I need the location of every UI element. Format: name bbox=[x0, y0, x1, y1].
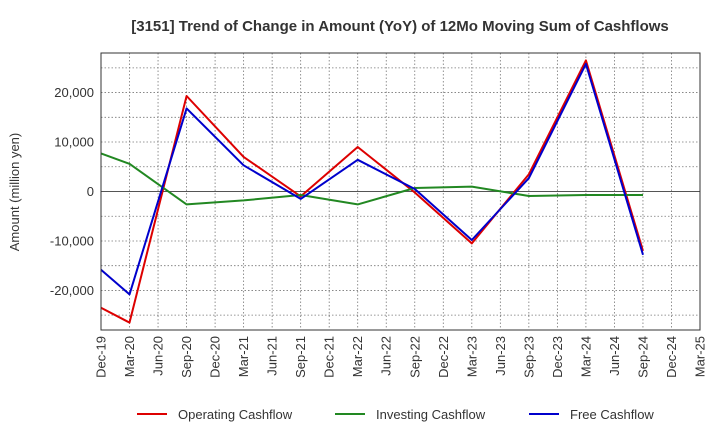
x-tick-label: Mar-23 bbox=[464, 336, 479, 377]
x-tick-label: Jun-22 bbox=[379, 336, 394, 376]
y-tick-label: -20,000 bbox=[50, 283, 94, 298]
y-tick-label: 10,000 bbox=[54, 135, 94, 150]
x-tick-label: Dec-22 bbox=[436, 336, 451, 378]
x-tick-label: Mar-24 bbox=[578, 336, 593, 377]
x-tick-label: Jun-20 bbox=[151, 336, 166, 376]
x-tick-label: Dec-24 bbox=[664, 336, 679, 378]
x-tick-label: Jun-23 bbox=[493, 336, 508, 376]
y-axis-label: Amount (million yen) bbox=[7, 133, 22, 252]
legend: Operating Cashflow Investing Cashflow Free… bbox=[137, 407, 654, 422]
x-tick-label: Jun-21 bbox=[265, 336, 280, 376]
x-tick-label: Dec-19 bbox=[94, 336, 109, 378]
x-tick-labels: Dec-19 Mar-20 Jun-20 Sep-20 Dec-20 Mar-21 Jun-… bbox=[94, 336, 708, 378]
frame-layer bbox=[100, 52, 701, 331]
series-layer bbox=[100, 59, 644, 324]
free-cashflow-line bbox=[100, 62, 644, 296]
legend-label: Free Cashflow bbox=[570, 407, 654, 422]
legend-label: Investing Cashflow bbox=[376, 407, 486, 422]
x-tick-label: Sep-22 bbox=[407, 336, 422, 378]
y-tick-label: -10,000 bbox=[50, 233, 94, 248]
x-tick-label: Dec-20 bbox=[208, 336, 223, 378]
chart-title: [3151] Trend of Change in Amount (YoY) o… bbox=[131, 18, 669, 35]
x-tick-label: Sep-23 bbox=[521, 336, 536, 378]
legend-label: Operating Cashflow bbox=[178, 407, 293, 422]
x-tick-label: Dec-21 bbox=[322, 336, 337, 378]
plot-frame bbox=[100, 52, 701, 331]
x-tick-label: Mar-21 bbox=[236, 336, 251, 377]
x-tick-label: Sep-20 bbox=[179, 336, 194, 378]
y-tick-labels: -20,000 -10,000 0 10,000 20,000 bbox=[50, 85, 94, 298]
x-tick-label: Mar-25 bbox=[693, 336, 708, 377]
investing-cashflow-line bbox=[100, 152, 643, 206]
x-tick-label: Mar-20 bbox=[122, 336, 137, 377]
x-tick-label: Dec-23 bbox=[550, 336, 565, 378]
x-tick-label: Sep-21 bbox=[293, 336, 308, 378]
y-tick-label: 0 bbox=[87, 184, 94, 199]
y-tick-label: 20,000 bbox=[54, 85, 94, 100]
x-tick-label: Mar-22 bbox=[350, 336, 365, 377]
x-tick-label: Sep-24 bbox=[635, 336, 650, 378]
x-tick-label: Jun-24 bbox=[607, 336, 622, 376]
